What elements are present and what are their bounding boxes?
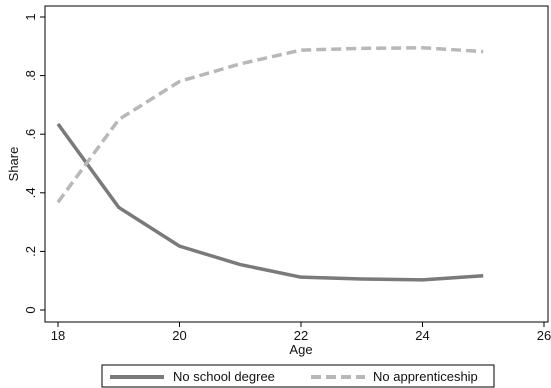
y-tick-label: 0 [23, 306, 38, 313]
series-line-no-school-degree [56, 122, 484, 282]
y-tick-label: .2 [23, 246, 38, 257]
y-tick-label: 1 [23, 13, 38, 20]
series-line-no-apprenticeship [56, 46, 484, 204]
y-axis-title: Share [6, 147, 21, 182]
y-tick-label: .8 [23, 70, 38, 81]
x-tick-label: 26 [537, 328, 551, 343]
plot-frame [44, 5, 549, 323]
legend-label-no-school-degree: No school degree [173, 369, 275, 384]
y-tick-label: .6 [23, 129, 38, 140]
legend-frame [101, 364, 495, 388]
legend-label-no-apprenticeship: No apprenticeship [373, 369, 478, 384]
x-tick-label: 20 [172, 328, 186, 343]
x-tick-label: 24 [415, 328, 429, 343]
x-tick-label: 22 [294, 328, 308, 343]
y-tick-label: .4 [23, 187, 38, 198]
x-axis-title: Age [289, 342, 312, 357]
axes: 18 20 22 24 26 0 .2 .4 .6 .8 1 [23, 13, 551, 343]
series-lines [56, 46, 484, 282]
x-tick-label: 18 [51, 328, 65, 343]
legend: No school degree No apprenticeship [101, 364, 495, 388]
